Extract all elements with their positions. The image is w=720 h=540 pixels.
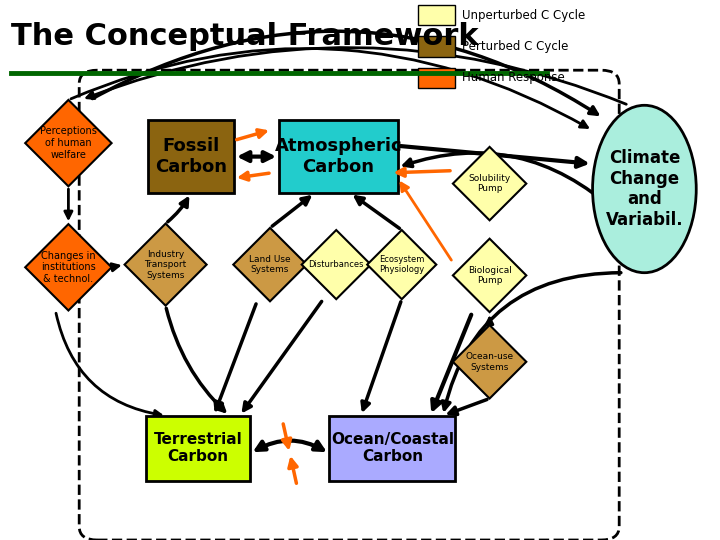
Polygon shape (25, 224, 112, 310)
Polygon shape (453, 147, 526, 220)
FancyBboxPatch shape (279, 120, 397, 193)
FancyBboxPatch shape (418, 68, 455, 88)
Text: The Conceptual Framework: The Conceptual Framework (11, 22, 478, 51)
Text: Terrestrial
Carbon: Terrestrial Carbon (153, 432, 243, 464)
Polygon shape (302, 230, 371, 299)
Text: Fossil
Carbon: Fossil Carbon (155, 137, 227, 176)
FancyBboxPatch shape (145, 416, 251, 481)
Text: Disturbances: Disturbances (308, 260, 364, 269)
FancyBboxPatch shape (418, 5, 455, 25)
Text: Land Use
Systems: Land Use Systems (249, 255, 291, 274)
Polygon shape (367, 230, 436, 299)
Text: Human Response: Human Response (462, 71, 565, 84)
Text: Ocean-use
Systems: Ocean-use Systems (466, 352, 513, 372)
Text: Unperturbed C Cycle: Unperturbed C Cycle (462, 9, 585, 22)
Text: Biological
Pump: Biological Pump (468, 266, 511, 285)
FancyBboxPatch shape (330, 416, 456, 481)
Text: Changes in
institutions
& technol.: Changes in institutions & technol. (41, 251, 96, 284)
Text: Atmospheric
Carbon: Atmospheric Carbon (274, 137, 402, 176)
Polygon shape (453, 325, 526, 399)
Polygon shape (125, 224, 207, 306)
Text: Industry
Transport
Systems: Industry Transport Systems (145, 249, 186, 280)
Text: Perceptions
of human
welfare: Perceptions of human welfare (40, 126, 96, 160)
Text: Solubility
Pump: Solubility Pump (469, 174, 510, 193)
Polygon shape (453, 239, 526, 312)
Text: Perturbed C Cycle: Perturbed C Cycle (462, 40, 569, 53)
Ellipse shape (593, 105, 696, 273)
FancyBboxPatch shape (148, 120, 234, 193)
Text: Ecosystem
Physiology: Ecosystem Physiology (379, 255, 425, 274)
Polygon shape (25, 100, 112, 186)
Text: Climate
Change
and
Variabil.: Climate Change and Variabil. (606, 149, 683, 229)
Polygon shape (233, 228, 307, 301)
Text: Ocean/Coastal
Carbon: Ocean/Coastal Carbon (331, 432, 454, 464)
FancyBboxPatch shape (418, 36, 455, 57)
